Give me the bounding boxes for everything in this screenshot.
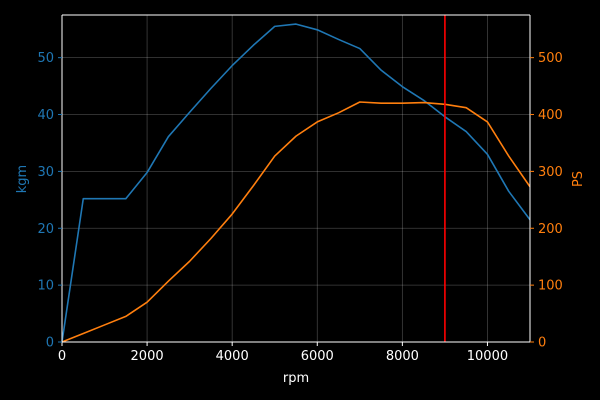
x-tick-label: 4000: [216, 349, 249, 364]
left-y-tick-label: 30: [37, 165, 54, 180]
left-y-tick-label: 40: [37, 108, 54, 123]
axes-group: 0 2000 4000 6000 8000 10000010203040500100200…: [37, 14, 563, 364]
series-group: [61, 23, 531, 343]
right-y-tick-label: 200: [538, 222, 563, 237]
left-y-tick-label: 20: [37, 222, 54, 237]
x-tick-label: 0: [58, 349, 66, 364]
x-tick-label: 8000: [386, 349, 419, 364]
torque-series-line: [61, 23, 531, 343]
left-y-tick-label: 0: [46, 336, 54, 351]
left-y-axis-label: kgm: [15, 165, 30, 193]
right-y-tick-label: 400: [538, 108, 563, 123]
right-y-tick-label: 500: [538, 51, 563, 66]
x-tick-label: 10000: [467, 349, 508, 364]
x-axis-label: rpm: [283, 371, 309, 386]
power-series-line: [61, 101, 531, 343]
right-y-tick-label: 300: [538, 165, 563, 180]
left-y-tick-label: 50: [37, 51, 54, 66]
right-y-tick-label: 0: [538, 336, 546, 351]
right-y-tick-label: 100: [538, 279, 563, 294]
left-y-tick-label: 10: [37, 279, 54, 294]
right-y-axis-label: PS: [571, 171, 586, 187]
x-tick-label: 6000: [301, 349, 334, 364]
x-tick-label: 2000: [131, 349, 164, 364]
